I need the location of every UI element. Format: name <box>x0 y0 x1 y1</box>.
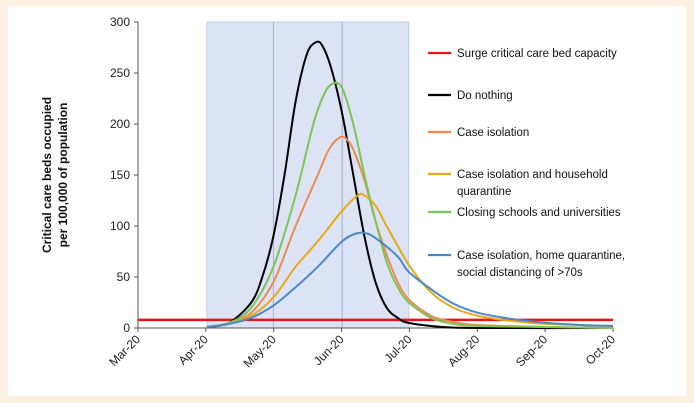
y-axis-label-0: Critical care beds occupied <box>40 97 54 253</box>
x-tick-label-Sep-20: Sep-20 <box>513 332 550 369</box>
legend-label-1-0: Do nothing <box>457 90 513 102</box>
chart-frame: 0 50 100 150 200 250 300 Mar-20 Apr-20 May-20 Jun-… <box>8 6 686 396</box>
legend-label-3-1: quarantine <box>457 186 511 198</box>
series-line-3 <box>206 192 614 328</box>
x-tick-label-Oct-20: Oct-20 <box>583 332 619 368</box>
x-tick-label-Jun-20: Jun-20 <box>311 332 347 368</box>
series-line-1 <box>206 40 614 330</box>
y-tick-label-150: 150 <box>110 168 130 182</box>
series-line-5 <box>206 231 614 328</box>
line-chart: 0 50 100 150 200 250 300 Mar-20 Apr-20 May-20 Jun-… <box>40 15 625 370</box>
x-tick-label-May-20: May-20 <box>241 332 279 370</box>
legend-label-5-1: social distancing of >70s <box>457 267 583 279</box>
legend-label-0-0: Surge critical care bed capacity <box>457 48 617 60</box>
y-tick-label-50: 50 <box>117 270 131 284</box>
series-line-4 <box>206 81 614 329</box>
y-tick-label-200: 200 <box>110 117 130 131</box>
x-tick-label-Mar-20: Mar-20 <box>106 332 143 369</box>
legend-label-5-0: Case isolation, home quarantine, <box>457 250 625 262</box>
legend-label-3-0: Case isolation and household <box>457 169 608 181</box>
shaded-region <box>206 21 410 329</box>
legend-label-4-0: Closing schools and universities <box>457 207 621 219</box>
y-axis-label-1: per 100,000 of population <box>56 103 70 248</box>
series-line-2 <box>206 135 614 329</box>
y-tick-label-300: 300 <box>110 15 130 29</box>
x-tick-label-Aug-20: Aug-20 <box>445 332 482 369</box>
y-tick-label-100: 100 <box>110 219 130 233</box>
y-tick-label-250: 250 <box>110 66 130 80</box>
legend-label-2-0: Case isolation <box>457 127 529 139</box>
x-tick-label-Apr-20: Apr-20 <box>176 332 212 368</box>
y-tick-label-0: 0 <box>123 321 130 335</box>
x-tick-label-Jul-20: Jul-20 <box>382 332 415 365</box>
